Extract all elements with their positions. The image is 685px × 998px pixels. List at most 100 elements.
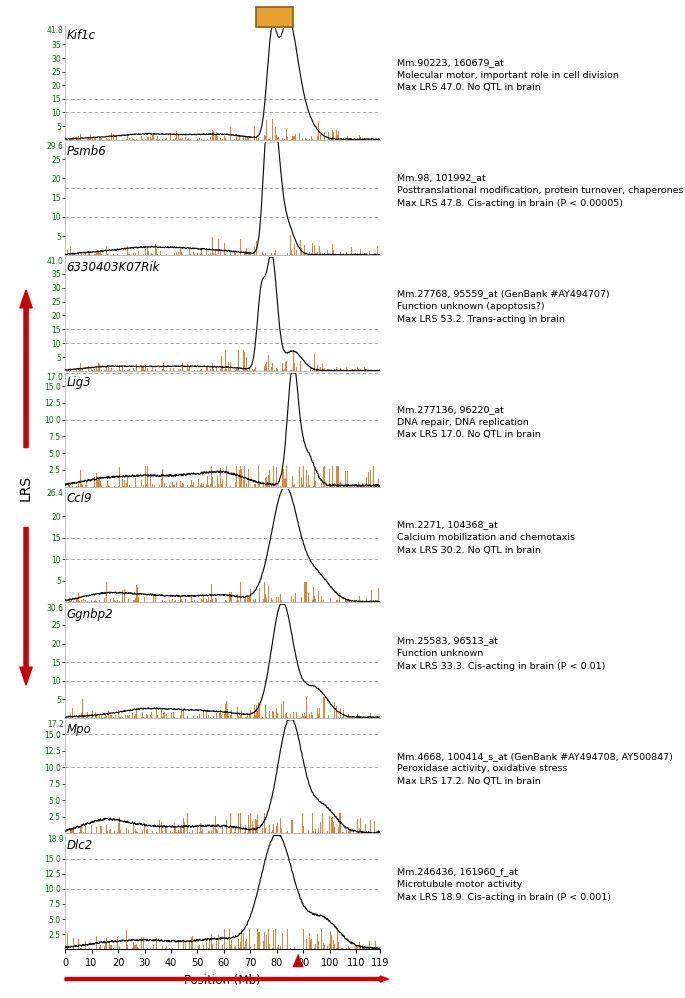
Bar	[280, 946, 282, 949]
Bar	[328, 715, 329, 718]
Bar	[242, 600, 243, 602]
Bar	[95, 600, 96, 602]
Bar	[140, 480, 141, 486]
Bar	[223, 246, 225, 255]
Bar	[108, 712, 109, 718]
Bar	[296, 712, 297, 718]
Bar	[147, 829, 148, 833]
Bar	[300, 240, 301, 255]
Bar	[209, 831, 210, 833]
Bar	[181, 599, 182, 602]
Bar	[315, 599, 316, 602]
Bar	[350, 829, 351, 833]
Bar	[254, 369, 255, 371]
Bar	[137, 947, 138, 949]
Bar	[142, 712, 143, 718]
Bar	[193, 252, 194, 255]
Bar	[163, 714, 164, 718]
Bar	[136, 709, 137, 718]
Bar	[359, 717, 360, 718]
Bar	[231, 939, 232, 949]
Bar	[372, 369, 373, 371]
Bar	[203, 601, 205, 602]
Bar	[250, 813, 251, 833]
Bar	[336, 130, 337, 140]
Bar	[256, 136, 257, 140]
Bar	[323, 698, 324, 718]
Bar	[254, 484, 255, 486]
Bar	[275, 929, 276, 949]
Bar	[141, 937, 142, 949]
Bar	[148, 251, 149, 255]
Bar	[152, 253, 153, 255]
Bar	[127, 134, 128, 140]
Bar	[109, 942, 110, 949]
Bar	[140, 828, 141, 833]
Bar	[180, 716, 181, 718]
Bar	[191, 937, 192, 949]
Bar	[142, 367, 143, 371]
Bar	[106, 247, 107, 255]
Bar	[294, 137, 295, 140]
Bar	[86, 480, 87, 486]
Bar	[345, 471, 346, 486]
Bar	[299, 467, 300, 486]
Bar	[220, 138, 221, 140]
Bar	[211, 934, 212, 949]
Bar	[100, 251, 101, 255]
Bar	[159, 942, 160, 949]
Bar	[119, 817, 120, 833]
Bar	[282, 933, 283, 949]
Bar	[172, 831, 173, 833]
Bar	[379, 594, 381, 602]
Bar	[300, 361, 301, 371]
Bar	[116, 136, 117, 140]
Bar	[257, 929, 258, 949]
Bar	[87, 601, 88, 602]
Bar	[211, 830, 212, 833]
Bar	[256, 819, 257, 833]
Bar	[168, 600, 169, 602]
Bar	[364, 252, 365, 255]
Bar	[104, 946, 105, 949]
Bar	[196, 945, 197, 949]
Bar	[106, 716, 107, 718]
Bar	[164, 483, 165, 486]
Bar	[177, 713, 178, 718]
Bar	[106, 938, 107, 949]
Bar	[237, 708, 238, 718]
Bar	[330, 598, 331, 602]
Bar	[80, 363, 81, 371]
Polygon shape	[279, 491, 290, 505]
Bar	[246, 483, 247, 486]
Bar	[330, 485, 331, 486]
Bar	[66, 946, 67, 949]
Bar	[335, 593, 336, 602]
Bar	[225, 601, 226, 602]
Text: Lig3: Lig3	[66, 376, 91, 389]
Bar	[333, 940, 334, 949]
Bar	[92, 941, 93, 949]
Bar	[250, 589, 251, 602]
Bar	[210, 137, 211, 140]
Bar	[355, 484, 356, 486]
Bar	[99, 137, 100, 140]
Bar	[135, 714, 136, 718]
Bar	[82, 369, 83, 371]
Bar	[126, 930, 127, 949]
Bar	[162, 469, 163, 486]
Bar	[180, 826, 181, 833]
Bar	[201, 483, 202, 486]
Bar	[230, 594, 231, 602]
Bar	[126, 828, 127, 833]
Bar	[203, 368, 205, 371]
Bar	[84, 253, 86, 255]
Bar	[70, 367, 71, 371]
Bar	[226, 820, 227, 833]
Bar	[270, 250, 271, 255]
Text: 6330403K07Rik: 6330403K07Rik	[66, 260, 160, 273]
Bar	[333, 822, 334, 833]
Bar	[278, 597, 279, 602]
Bar	[258, 702, 259, 718]
Bar	[194, 600, 195, 602]
